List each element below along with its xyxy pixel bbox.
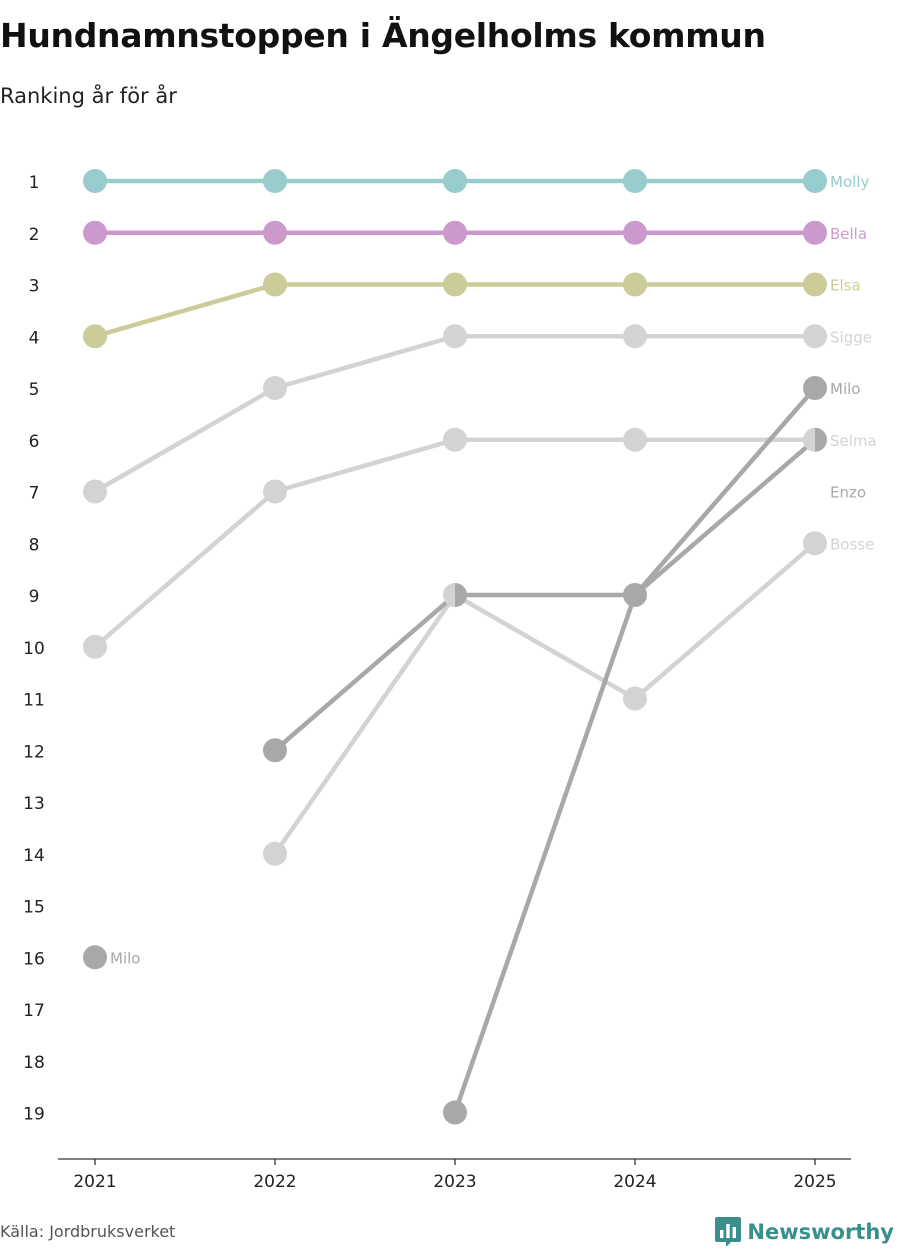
point-bella <box>263 220 287 245</box>
y-tick-label: 12 <box>23 742 45 762</box>
y-tick-label: 10 <box>23 639 45 659</box>
y-tick-label: 5 <box>29 380 40 400</box>
series-line-bosse <box>272 592 458 856</box>
point-sigge <box>623 324 647 349</box>
point-sigge <box>803 324 827 349</box>
y-tick-label: 18 <box>23 1053 45 1073</box>
series-line-sigge <box>92 385 278 494</box>
x-tick-label: 2025 <box>793 1172 836 1192</box>
y-tick-label: 16 <box>23 949 45 969</box>
point-bosse <box>623 686 647 711</box>
newsworthy-logo[interactable]: Newsworthy <box>715 1216 894 1248</box>
series-line-bosse <box>632 541 818 701</box>
point-sigge <box>443 324 467 349</box>
point-elsa <box>263 272 287 297</box>
point-molly <box>83 169 107 193</box>
end-label-elsa: Elsa <box>830 277 861 295</box>
x-tick-label: 2024 <box>613 1172 656 1192</box>
point-selma <box>83 634 107 659</box>
point-enzo <box>455 583 467 607</box>
series-line-enzo <box>272 592 458 753</box>
point-bella <box>83 220 107 245</box>
x-tick-label: 2022 <box>253 1172 296 1192</box>
bar-chart-icon <box>715 1217 742 1247</box>
point-molly <box>803 169 827 193</box>
series-line-enzo <box>632 437 818 598</box>
y-tick-label: 9 <box>29 587 40 607</box>
point-molly <box>443 169 467 193</box>
point-selma <box>443 427 467 452</box>
point-molly <box>623 169 647 193</box>
source-note: Källa: Jordbruksverket <box>0 1222 176 1241</box>
y-tick-label: 6 <box>29 432 40 452</box>
point-bella <box>623 220 647 245</box>
end-label-bosse: Bosse <box>830 535 874 553</box>
chart-subtitle: Ranking år för år <box>0 84 177 108</box>
point-elsa <box>803 272 827 297</box>
series-line-elsa <box>92 282 278 339</box>
point-enzo <box>815 427 828 452</box>
end-label-molly: Molly <box>830 173 869 191</box>
y-tick-label: 1 <box>29 173 40 193</box>
point-bosse <box>803 531 827 556</box>
end-label-selma: Selma <box>830 432 877 450</box>
brand-name: Newsworthy <box>747 1220 894 1244</box>
y-tick-label: 19 <box>23 1105 45 1125</box>
series-line-selma <box>92 489 278 649</box>
x-tick-label: 2023 <box>433 1172 476 1192</box>
point-sigge <box>263 376 287 400</box>
end-label-milo: Milo <box>830 380 860 398</box>
y-tick-label: 4 <box>29 328 40 348</box>
y-tick-label: 11 <box>23 691 45 711</box>
point-selma <box>803 427 815 452</box>
y-tick-label: 8 <box>29 535 40 555</box>
y-tick-label: 2 <box>29 225 40 245</box>
annotation-label-milo: Milo <box>110 949 140 967</box>
point-selma <box>623 427 647 452</box>
point-enzo <box>263 738 287 763</box>
series-line-milo <box>632 385 818 598</box>
point-milo <box>623 583 647 607</box>
end-label-sigge: Sigge <box>830 328 872 346</box>
x-tick-label: 2021 <box>73 1172 116 1192</box>
point-selma <box>263 479 287 504</box>
point-milo <box>443 1100 467 1125</box>
point-bosse <box>263 841 287 866</box>
series-line-sigge <box>272 334 458 391</box>
point-milo <box>83 945 107 970</box>
chart-title: Hundnamnstoppen i Ängelholms kommun <box>0 16 766 55</box>
series-line-milo <box>452 592 638 1115</box>
point-elsa <box>443 272 467 297</box>
point-sigge <box>83 479 107 504</box>
series-line-bosse <box>452 592 638 701</box>
y-tick-label: 13 <box>23 794 45 814</box>
point-elsa <box>623 272 647 297</box>
y-tick-label: 17 <box>23 1001 45 1021</box>
point-elsa <box>83 324 107 349</box>
y-tick-label: 14 <box>23 846 45 866</box>
series-line-selma <box>272 437 458 494</box>
point-bosse <box>443 583 455 607</box>
end-label-enzo: Enzo <box>830 484 866 502</box>
end-label-bella: Bella <box>830 225 867 243</box>
y-tick-label: 7 <box>29 484 40 504</box>
point-bella <box>443 220 467 245</box>
point-molly <box>263 169 287 193</box>
y-tick-label: 15 <box>23 898 45 918</box>
point-bella <box>803 220 827 245</box>
point-milo <box>803 376 827 400</box>
y-tick-label: 3 <box>29 277 40 297</box>
